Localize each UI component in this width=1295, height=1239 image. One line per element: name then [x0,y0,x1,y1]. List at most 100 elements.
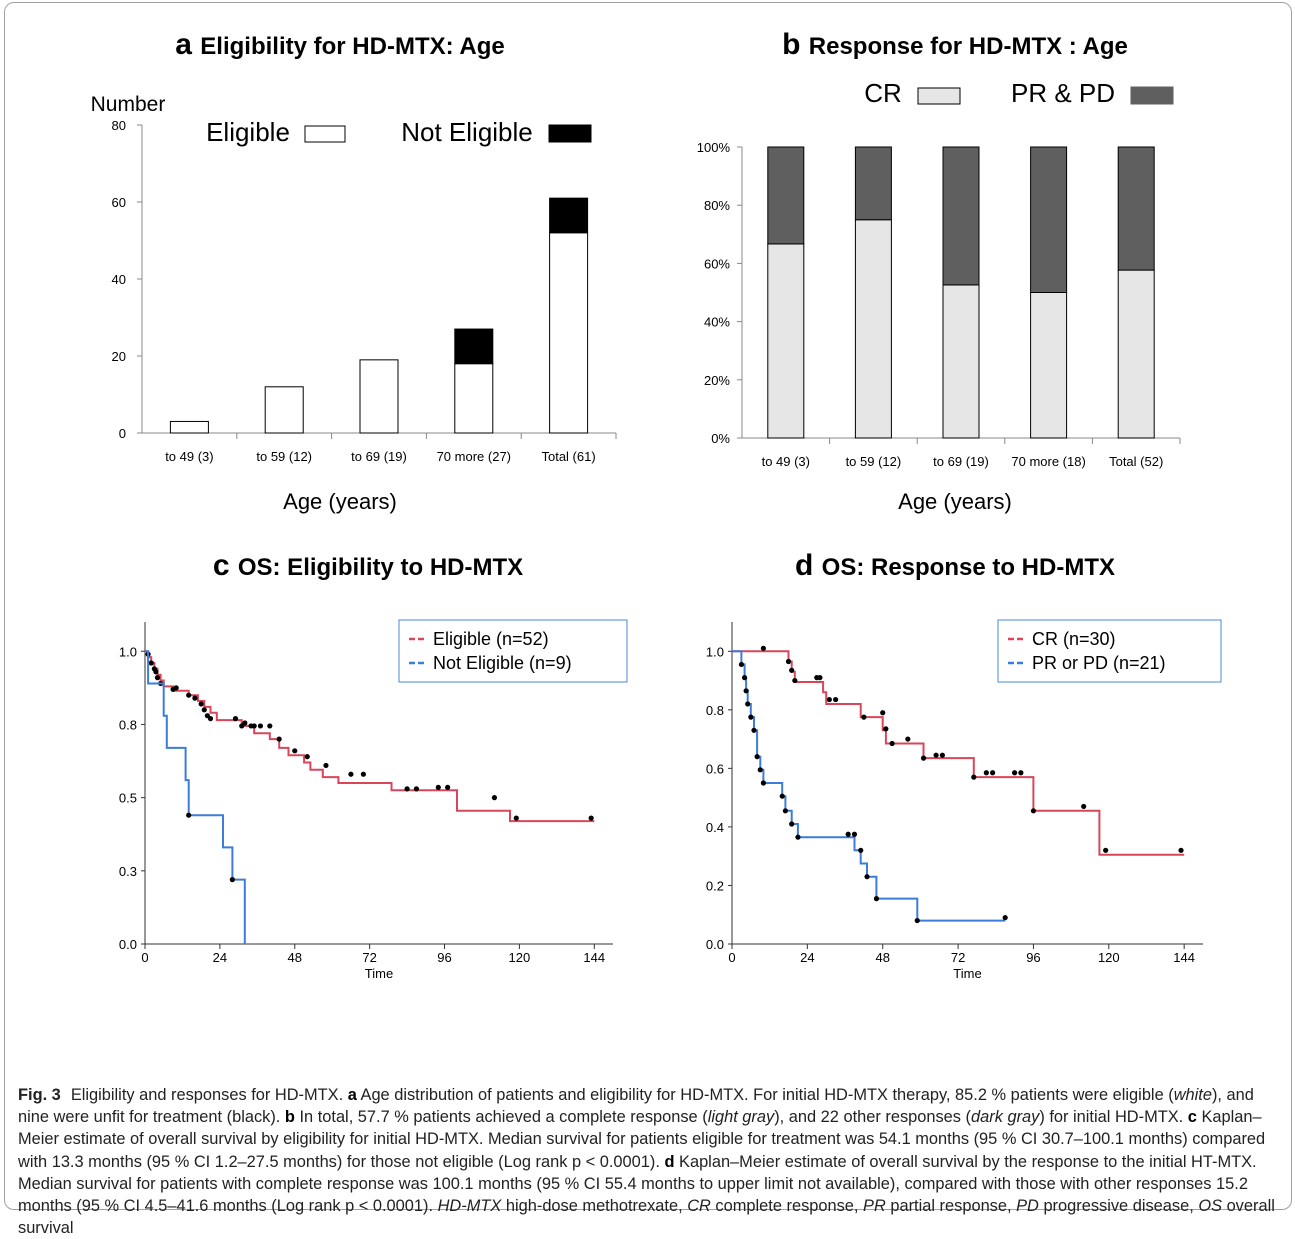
caption-emphasis: dark gray [971,1108,1040,1127]
x-tick-label: 24 [800,950,814,965]
x-tick-label: 72 [951,950,965,965]
censor-mark [990,770,996,776]
y-tick-label: 0.0 [119,937,137,952]
panel-d-title: d OS: Response to HD-MTX [795,549,1115,582]
bar-cr [767,243,805,439]
caption-text: ), and 22 other responses ( [774,1108,972,1127]
censor-mark [1012,770,1018,776]
censor-mark [864,874,870,880]
censor-mark [148,660,154,666]
censor-mark [198,701,204,707]
figure-frame [4,2,1292,1210]
x-tick-label: 96 [437,950,451,965]
x-tick-label: 96 [1026,950,1040,965]
x-tick-label: 144 [1173,950,1195,965]
legend-swatch [304,125,346,143]
x-axis-label: Time [953,966,981,981]
censor-mark [186,812,192,818]
x-tick-label: 0 [728,950,735,965]
y-tick-label: 0.6 [706,761,724,776]
survival-curve [145,650,595,823]
legend-swatch [1130,86,1174,105]
legend-label: Not Eligible [401,117,533,147]
caption-text: complete response, [710,1197,864,1216]
panel-letter: b [782,28,809,61]
caption-text: progressive disease, [1038,1197,1199,1216]
legend-label: Not Eligible (n=9) [433,653,572,673]
bar-pr-pd [854,146,892,221]
y-tick-label: 20% [704,373,730,388]
x-tick-label: 70 more (18) [1011,454,1085,469]
censor-mark [789,821,795,827]
caption-emphasis: white [1173,1086,1212,1104]
legend-label: PR or PD (n=21) [1032,653,1166,673]
caption-emphasis: PD [1016,1197,1039,1216]
x-tick-label: 0 [141,950,148,965]
censor-mark [757,767,763,773]
censor-mark [933,752,939,758]
caption-text: Eligibility and responses for HD-MTX. [70,1086,348,1104]
bar-cr [854,219,892,439]
censor-mark [889,740,895,747]
legend-label: CR (n=30) [1032,629,1116,649]
y-axis-label: Number [91,93,166,116]
legend-label: CR [864,78,902,108]
censor-mark [741,675,748,681]
censor-mark [760,645,767,651]
censor-mark [745,701,751,707]
legend-label: Eligible [206,117,290,147]
x-tick-label: to 69 (19) [351,449,407,464]
censor-mark [154,675,161,681]
y-tick-label: 0.4 [706,820,724,835]
caption-emphasis: CR [687,1197,711,1216]
censor-mark [267,723,273,729]
censor-mark [1178,847,1184,853]
caption-text: partial response, [885,1197,1017,1216]
x-tick-label: to 59 (12) [256,449,312,464]
censor-mark [939,752,945,758]
censor-mark [251,723,257,729]
y-tick-label: 0.2 [706,878,724,893]
figure-label: Fig. 3 [18,1086,61,1104]
censor-mark [1103,847,1109,853]
bar-pr-pd [1117,146,1155,271]
caption-emphasis: light gray [707,1108,775,1127]
censor-mark [785,658,792,665]
bar-cr [942,284,980,439]
censor-mark [905,736,911,742]
x-tick-label: 144 [583,950,605,965]
censor-mark [779,793,785,799]
panel-a-chart: 0 20 40 60 80 Number to 49 (3) to 59 (12) to 69 … [91,93,617,514]
caption-panel-ref: c [1187,1108,1197,1127]
survival-curve [145,650,246,944]
caption-panel-ref: d [664,1152,675,1171]
legend-box [398,619,628,683]
x-tick-label: 48 [288,950,302,965]
x-tick-label: to 59 (12) [846,454,902,469]
x-axis-label: Age (years) [283,489,397,514]
caption-text: ) for initial HD-MTX. [1039,1108,1188,1127]
caption-text: Age distribution of patients and eligibi… [356,1086,1174,1104]
censor-mark [153,669,159,675]
panel-letter: c [213,549,238,582]
y-tick-label: 40% [704,315,730,330]
x-axis-label: Age (years) [898,489,1012,514]
censor-mark [782,808,788,814]
panel-c-chart: 0 24 48 72 96 120 144 Time 0.0 0.3 0.5 0.8 1.0 Eligib… [119,619,628,981]
y-tick-label: 60 [112,195,126,210]
censor-mark [445,784,451,790]
legend-box [997,619,1222,683]
censor-mark [883,726,889,732]
x-tick-label: to 49 (3) [762,454,810,469]
x-tick-label: to 49 (3) [165,449,213,464]
y-tick-label: 0 [119,426,126,441]
caption-text: ), and nine were unfit for treatment (bl… [18,1086,1254,1127]
censor-mark [845,831,851,837]
censor-mark [232,716,239,722]
censor-mark [880,710,886,716]
y-tick-label: 0.5 [119,791,137,806]
censor-mark [873,896,880,902]
censor-mark [792,677,798,684]
censor-mark [851,831,858,837]
caption-emphasis: HD-MTX [437,1197,502,1216]
